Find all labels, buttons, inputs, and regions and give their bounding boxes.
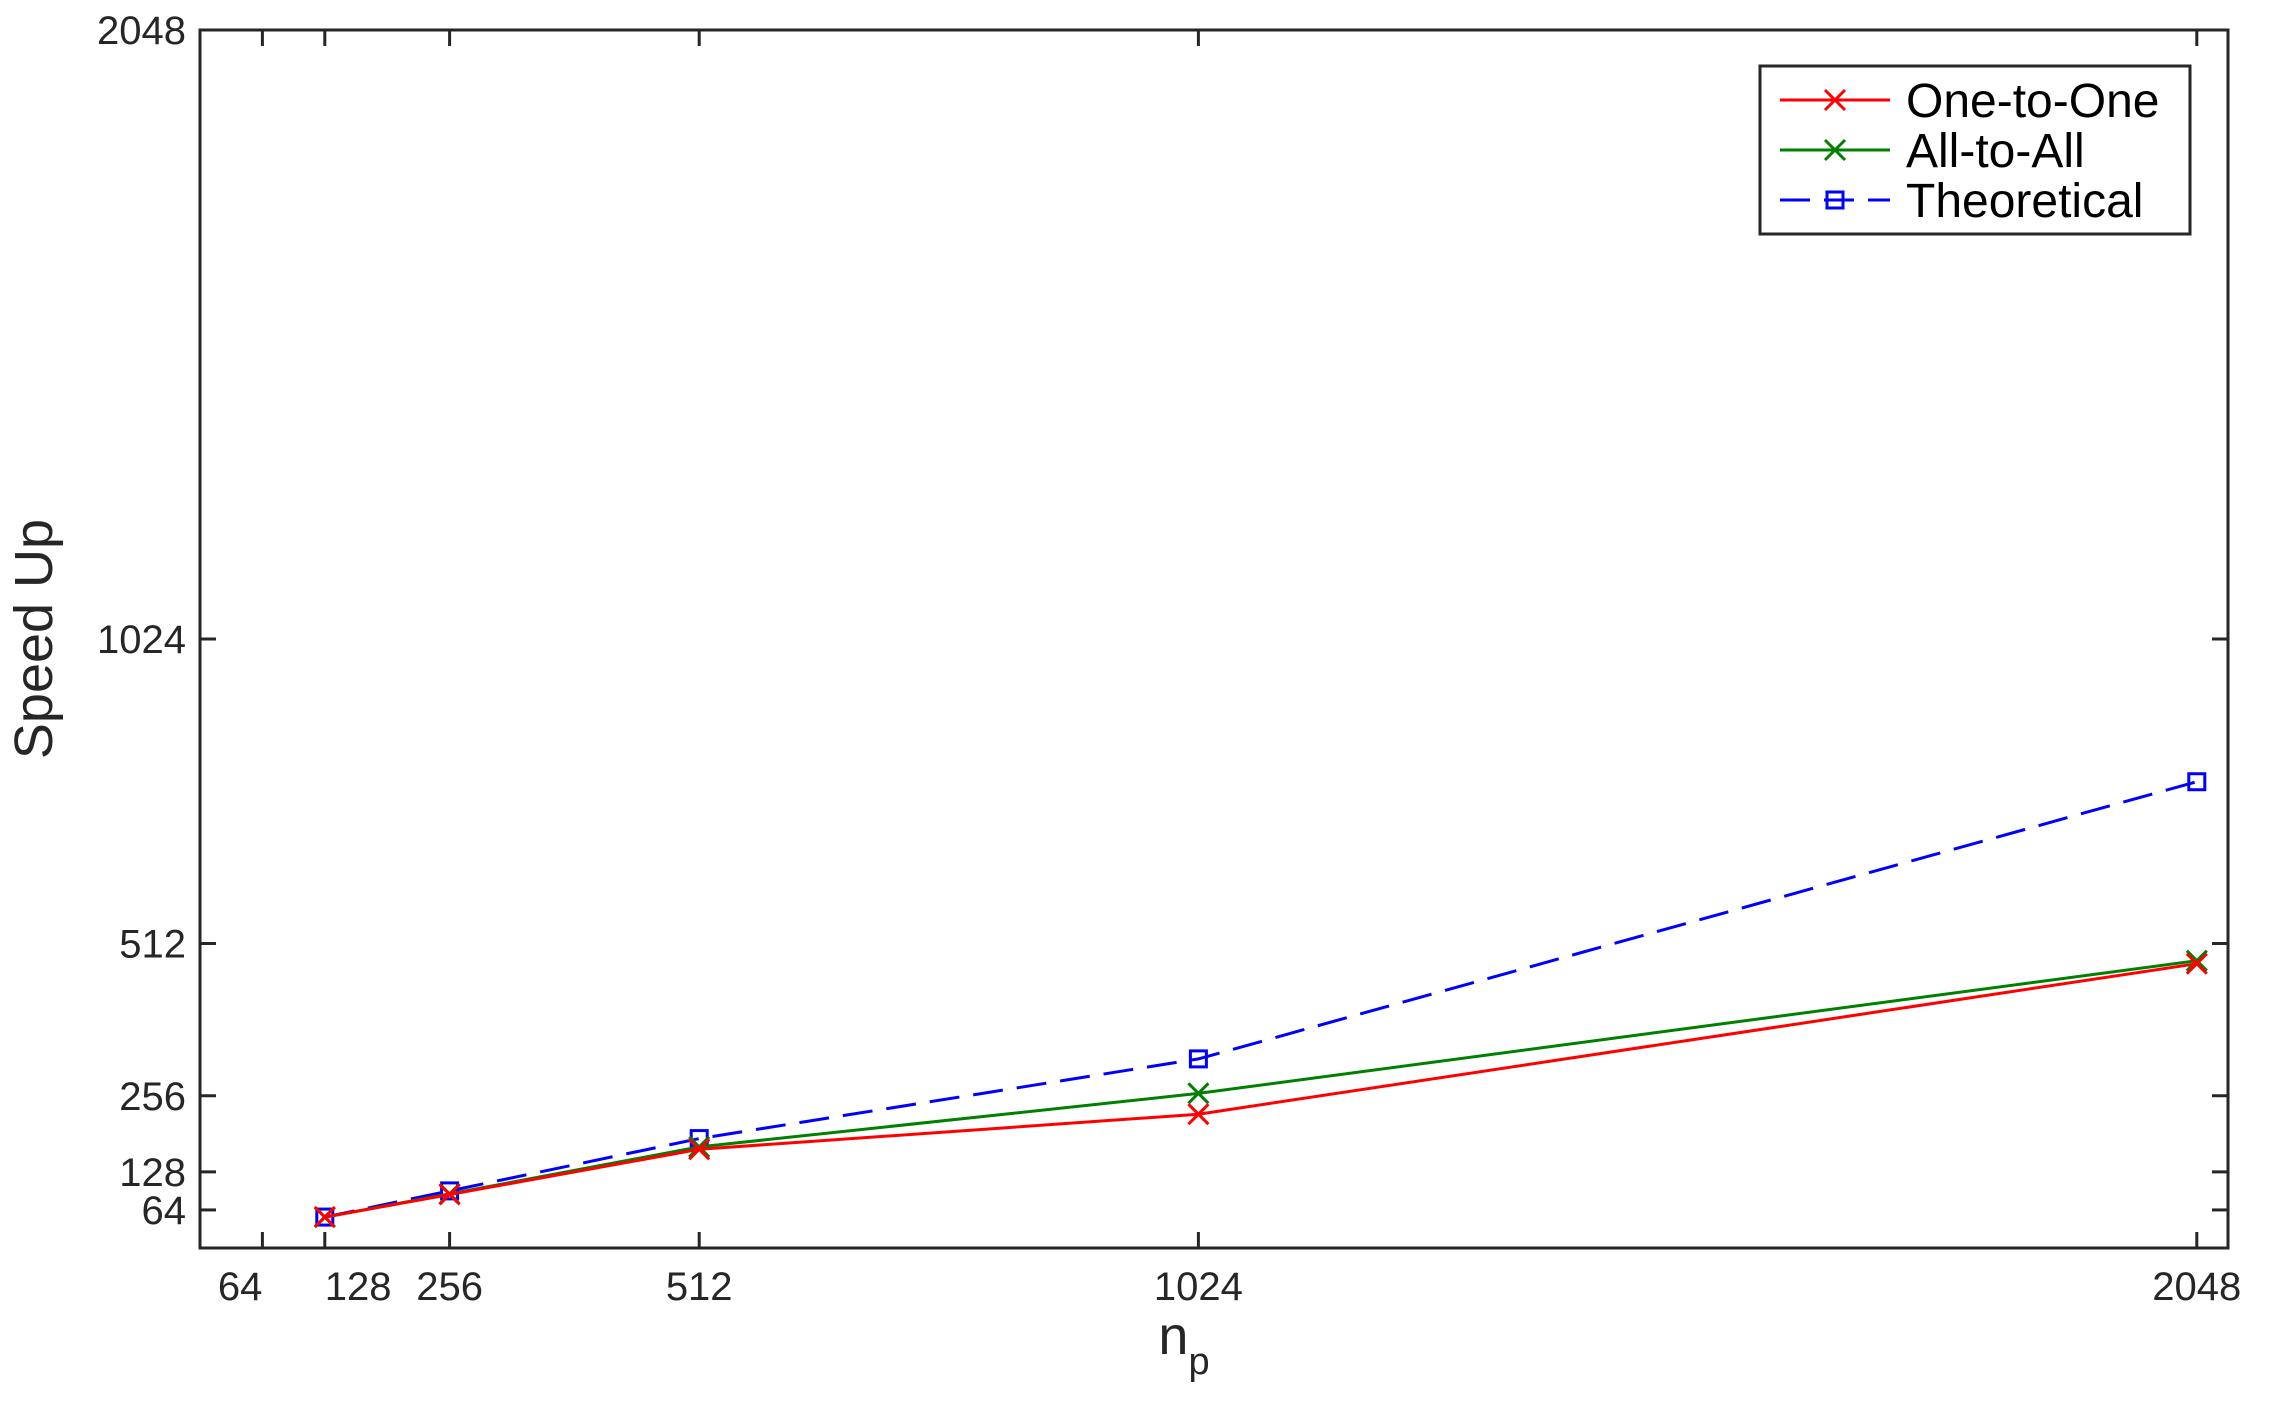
x-axis-label-main: n — [1158, 1306, 1188, 1366]
y-tick-label: 1024 — [97, 618, 186, 662]
marker-stroke — [1187, 1103, 1210, 1126]
legend-entry: Theoretical — [1780, 175, 2143, 228]
y-tick-label: 64 — [142, 1189, 187, 1233]
marker-stroke — [688, 1135, 711, 1158]
y-tick-label: 256 — [119, 1075, 186, 1119]
data-point — [688, 1135, 711, 1158]
y-tick-label: 512 — [119, 923, 186, 967]
legend-label: One-to-One — [1906, 75, 2159, 128]
marker-stroke — [1823, 88, 1847, 112]
legend-marker — [1825, 190, 1845, 210]
legend-label: All-to-All — [1906, 125, 2085, 178]
data-point — [1187, 1103, 1210, 1126]
legend-marker — [1823, 88, 1847, 112]
legend-label: Theoretical — [1906, 175, 2143, 228]
series-one-to-one — [313, 952, 2208, 1229]
data-point — [1187, 1082, 1210, 1105]
data-point — [2187, 772, 2207, 792]
x-axis-label: np — [1158, 1306, 1209, 1383]
plot-area — [313, 772, 2208, 1229]
x-tick-label: 64 — [218, 1265, 263, 1309]
marker-stroke — [438, 1183, 461, 1206]
legend-marker — [1823, 138, 1847, 162]
series-line — [324, 780, 2198, 1219]
marker-stroke — [313, 1206, 336, 1229]
legend-entry: One-to-One — [1780, 75, 2159, 128]
x-tick-label: 512 — [666, 1265, 733, 1309]
y-axis-label: Speed Up — [4, 519, 64, 759]
x-tick-label: 1024 — [1154, 1265, 1243, 1309]
y-tick-label: 128 — [119, 1151, 186, 1195]
marker-stroke — [2185, 949, 2208, 972]
data-point — [688, 1138, 711, 1161]
legend-entry: All-to-All — [1780, 125, 2085, 178]
marker-stroke — [1823, 138, 1847, 162]
data-point — [438, 1183, 461, 1206]
x-axis-label-subscript: p — [1188, 1341, 1209, 1383]
data-point — [313, 1206, 336, 1229]
x-tick-label: 256 — [416, 1265, 483, 1309]
y-tick-label: 2048 — [97, 9, 186, 53]
marker-stroke — [1187, 1082, 1210, 1105]
x-tick-label: 2048 — [2152, 1265, 2241, 1309]
marker-stroke — [688, 1138, 711, 1161]
x-tick-label: 128 — [325, 1265, 392, 1309]
data-point — [2185, 949, 2208, 972]
data-point — [1188, 1049, 1208, 1069]
data-point — [2185, 952, 2208, 975]
marker-stroke — [2185, 952, 2208, 975]
